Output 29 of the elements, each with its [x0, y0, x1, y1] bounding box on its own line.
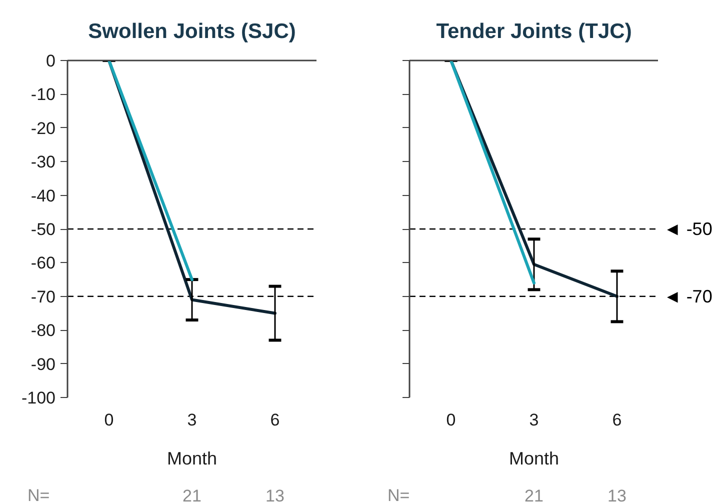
y-tick-label: -60 [30, 254, 56, 273]
x-tick-label: 6 [612, 410, 622, 430]
y-tick-label: -40 [30, 186, 56, 206]
y-tick-label: 0 [46, 52, 56, 70]
y-tick-label: -80 [30, 321, 56, 340]
x-axis-title: Month [508, 448, 560, 468]
ref-line-label: ◄ -70 [664, 286, 712, 306]
x-tick-label: 6 [270, 410, 280, 430]
text: N= [388, 486, 410, 504]
y-tick-label: -50 [30, 220, 56, 239]
y-tick-label: -70 [30, 287, 56, 306]
x-tick-label: 3 [187, 410, 197, 430]
chart-title: Swollen Joints (SJC) [88, 20, 296, 43]
text: 13 [266, 486, 284, 504]
y-tick-label: -10 [30, 85, 56, 104]
text: 13 [608, 486, 626, 504]
x-tick-label: 0 [104, 410, 114, 430]
y-tick-label: -90 [30, 354, 56, 374]
x-axis-title: Month [166, 448, 218, 468]
ref-line-label: ◄ -50 [664, 219, 712, 239]
x-tick-label: 0 [446, 410, 456, 430]
x-tick-label: 3 [529, 410, 539, 430]
text: 21 [182, 486, 202, 504]
y-tick-label: -100 [21, 388, 56, 408]
y-tick-label: -20 [30, 118, 56, 138]
chart-title: Tender Joints (TJC) [436, 20, 632, 43]
text: N= [28, 486, 50, 504]
y-tick-label: -30 [30, 152, 56, 172]
text: 21 [524, 486, 544, 504]
